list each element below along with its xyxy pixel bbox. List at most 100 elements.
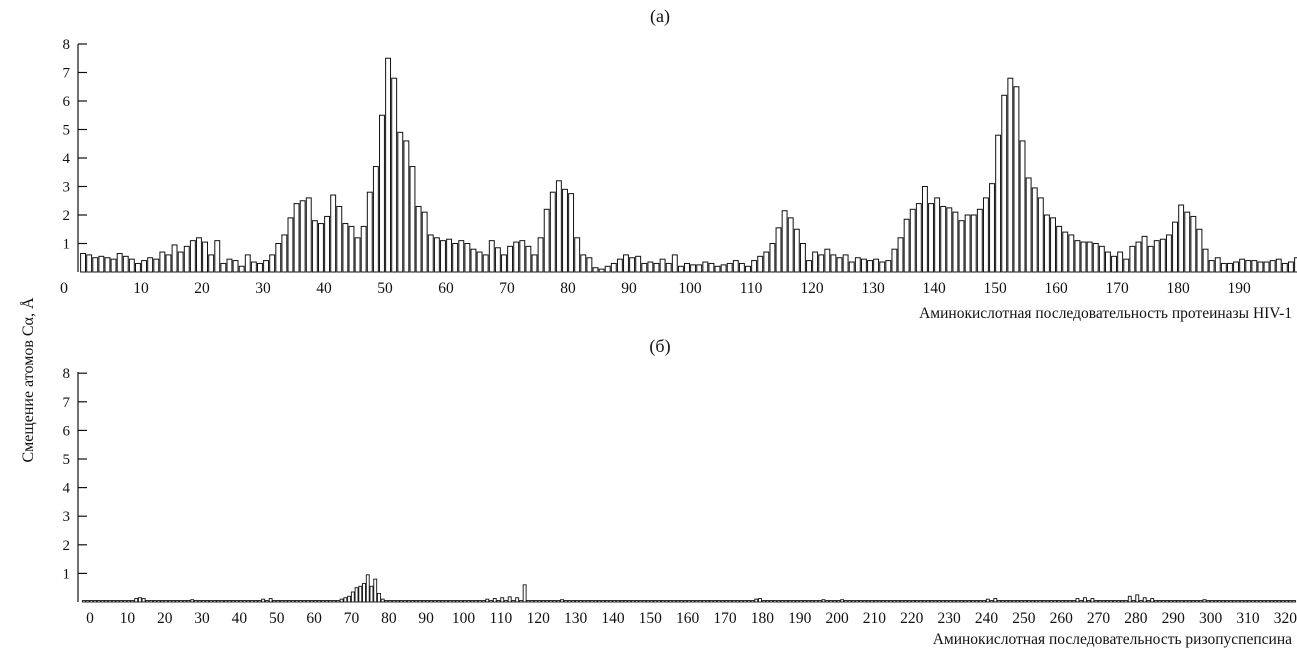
panel-a-bar-200 — [1294, 257, 1297, 273]
panel-b-bar-98 — [448, 600, 452, 603]
panel-a-bar-186 — [1208, 260, 1215, 273]
panel-a-bar-18 — [183, 245, 190, 273]
panel-b-bar-169 — [713, 600, 718, 603]
panel-b-bar-52 — [276, 600, 281, 603]
panel-b-bar-61 — [309, 600, 314, 603]
panel-b-bar-134 — [582, 600, 587, 603]
panel-b-bar-188 — [784, 600, 789, 603]
panel-b-bar-72 — [350, 591, 355, 603]
panel-b-bar-216 — [888, 600, 893, 603]
panel-b-bar-104 — [470, 600, 475, 603]
panel-b-bar-277 — [1116, 600, 1121, 603]
panel-a-bar-127 — [848, 261, 855, 273]
panel-b-bar-316 — [1262, 600, 1267, 603]
panel-b-bar-194 — [806, 600, 811, 603]
panel-b-bar-49 — [264, 600, 269, 603]
panel-a-bar-124 — [830, 254, 837, 273]
panel-a-bar-94 — [647, 261, 654, 273]
panel-b-bar-233 — [952, 600, 957, 603]
panel-b-bar-309 — [1236, 600, 1241, 603]
panel-b-bar-263 — [1064, 600, 1069, 603]
panel-a-bar-115 — [775, 227, 782, 273]
panel-b-bar-174 — [731, 600, 736, 603]
panel-b-bar-315 — [1258, 600, 1263, 603]
panel-b-bar-39 — [227, 600, 232, 603]
panel-b-x-tick-label-130: 130 — [564, 610, 588, 627]
panel-a-bar-143 — [946, 207, 953, 273]
panel-b-y-tick-label-4: 4 — [63, 481, 71, 497]
panel-b-bar-246 — [1000, 600, 1005, 603]
panel-b-x-tick-label-60: 60 — [306, 610, 322, 627]
panel-a-x-tick-label-20: 20 — [194, 280, 210, 297]
panel-b-bar-308 — [1232, 600, 1237, 603]
panel-a-bar-106 — [720, 264, 727, 273]
panel-a-bar-155 — [1019, 140, 1026, 273]
panel-b-bar-218 — [896, 600, 901, 603]
panel-b-x-tick-label-140: 140 — [601, 610, 625, 627]
panel-b-bar-303 — [1213, 600, 1218, 603]
panel-a-bar-33 — [275, 243, 282, 273]
panel-b-bar-48 — [261, 598, 266, 603]
panel-a-bar-138 — [915, 203, 922, 273]
panel-b-bar-230 — [941, 600, 945, 603]
panel-b-bar-8 — [111, 600, 116, 603]
panel-b-bar-180 — [754, 598, 759, 603]
panel-b-bar-110 — [492, 598, 497, 603]
panel-a-bar-137 — [909, 208, 916, 273]
panel-a-x-tick-label-10: 10 — [133, 280, 149, 297]
panel-a-bar-178 — [1159, 238, 1166, 273]
panel-b-bar-170 — [716, 600, 721, 603]
panel-a-bar-188 — [1220, 262, 1227, 273]
panel-a-x-origin-label: 0 — [60, 280, 68, 297]
panel-b-x-tick-label-150: 150 — [639, 610, 663, 627]
panel-b-bar-118 — [522, 584, 527, 603]
panel-b-bar-183 — [765, 600, 770, 603]
panel-b-bar-301 — [1206, 600, 1211, 603]
panel-b-bar-300 — [1202, 599, 1207, 603]
panel-b-bar-111 — [496, 600, 501, 603]
panel-a-bar-62 — [452, 243, 459, 273]
panel-b-bar-150 — [642, 600, 647, 603]
panel-b-bar-25 — [175, 600, 180, 603]
panel-b-bar-323 — [1288, 600, 1293, 603]
panel-b-bar-32 — [201, 600, 206, 603]
panel-a-bar-78 — [549, 191, 556, 273]
panel-a-bar-35 — [287, 217, 294, 273]
panel-a-bar-67 — [482, 254, 489, 273]
panel-a-bar-88 — [610, 262, 617, 273]
panel-b-bar-140 — [604, 600, 609, 603]
panel-a-bar-184 — [1196, 228, 1203, 273]
panel-b-bar-285 — [1146, 600, 1151, 603]
panel-a-y-tick-label-1: 1 — [63, 237, 71, 253]
panel-b-bar-97 — [444, 600, 449, 603]
panel-a-x-tick-labels: 10 20 30 40 50 60 70 80 90 100 110 120 130 140 150 160 1… — [133, 280, 1251, 297]
panel-b-bar-86 — [403, 600, 408, 603]
panel-a-bar-72 — [513, 241, 520, 273]
panel-a-bar-26 — [232, 260, 239, 273]
panel-b-bar-119 — [526, 600, 531, 603]
panel-b-x-tick-label-50: 50 — [269, 610, 285, 627]
panel-a-bar-80 — [562, 188, 568, 273]
panel-b-bar-33 — [205, 600, 210, 603]
panel-a-bar-83 — [580, 254, 587, 273]
panel-b-bar-74 — [358, 585, 363, 603]
panel-b-bar-195 — [810, 600, 815, 603]
panel-b-bar-299 — [1198, 600, 1203, 603]
panel-b-bar-37 — [220, 600, 224, 603]
panel-b-bar-27 — [182, 600, 187, 603]
panel-a-bar-174 — [1135, 241, 1142, 273]
panel-a-x-tick-label-180: 180 — [1166, 280, 1190, 297]
panel-b-x-tick-label-30: 30 — [194, 610, 210, 627]
panel-a-bar-27 — [238, 265, 245, 273]
panel-b-bar-145 — [623, 600, 628, 603]
panel-a-bar-113 — [763, 251, 770, 273]
panel-a-bar-118 — [793, 228, 800, 273]
panel-b-bar-321 — [1281, 600, 1285, 603]
panel-a-bar-177 — [1153, 240, 1160, 273]
panel-b-bar-11 — [123, 600, 127, 603]
panel-a-bar-151 — [995, 134, 1002, 273]
panel-b-bar-114 — [507, 596, 512, 603]
panel-b-bar-254 — [1030, 600, 1035, 603]
panel-b-bar-120 — [530, 600, 535, 603]
panel-a-bar-99 — [677, 265, 684, 273]
